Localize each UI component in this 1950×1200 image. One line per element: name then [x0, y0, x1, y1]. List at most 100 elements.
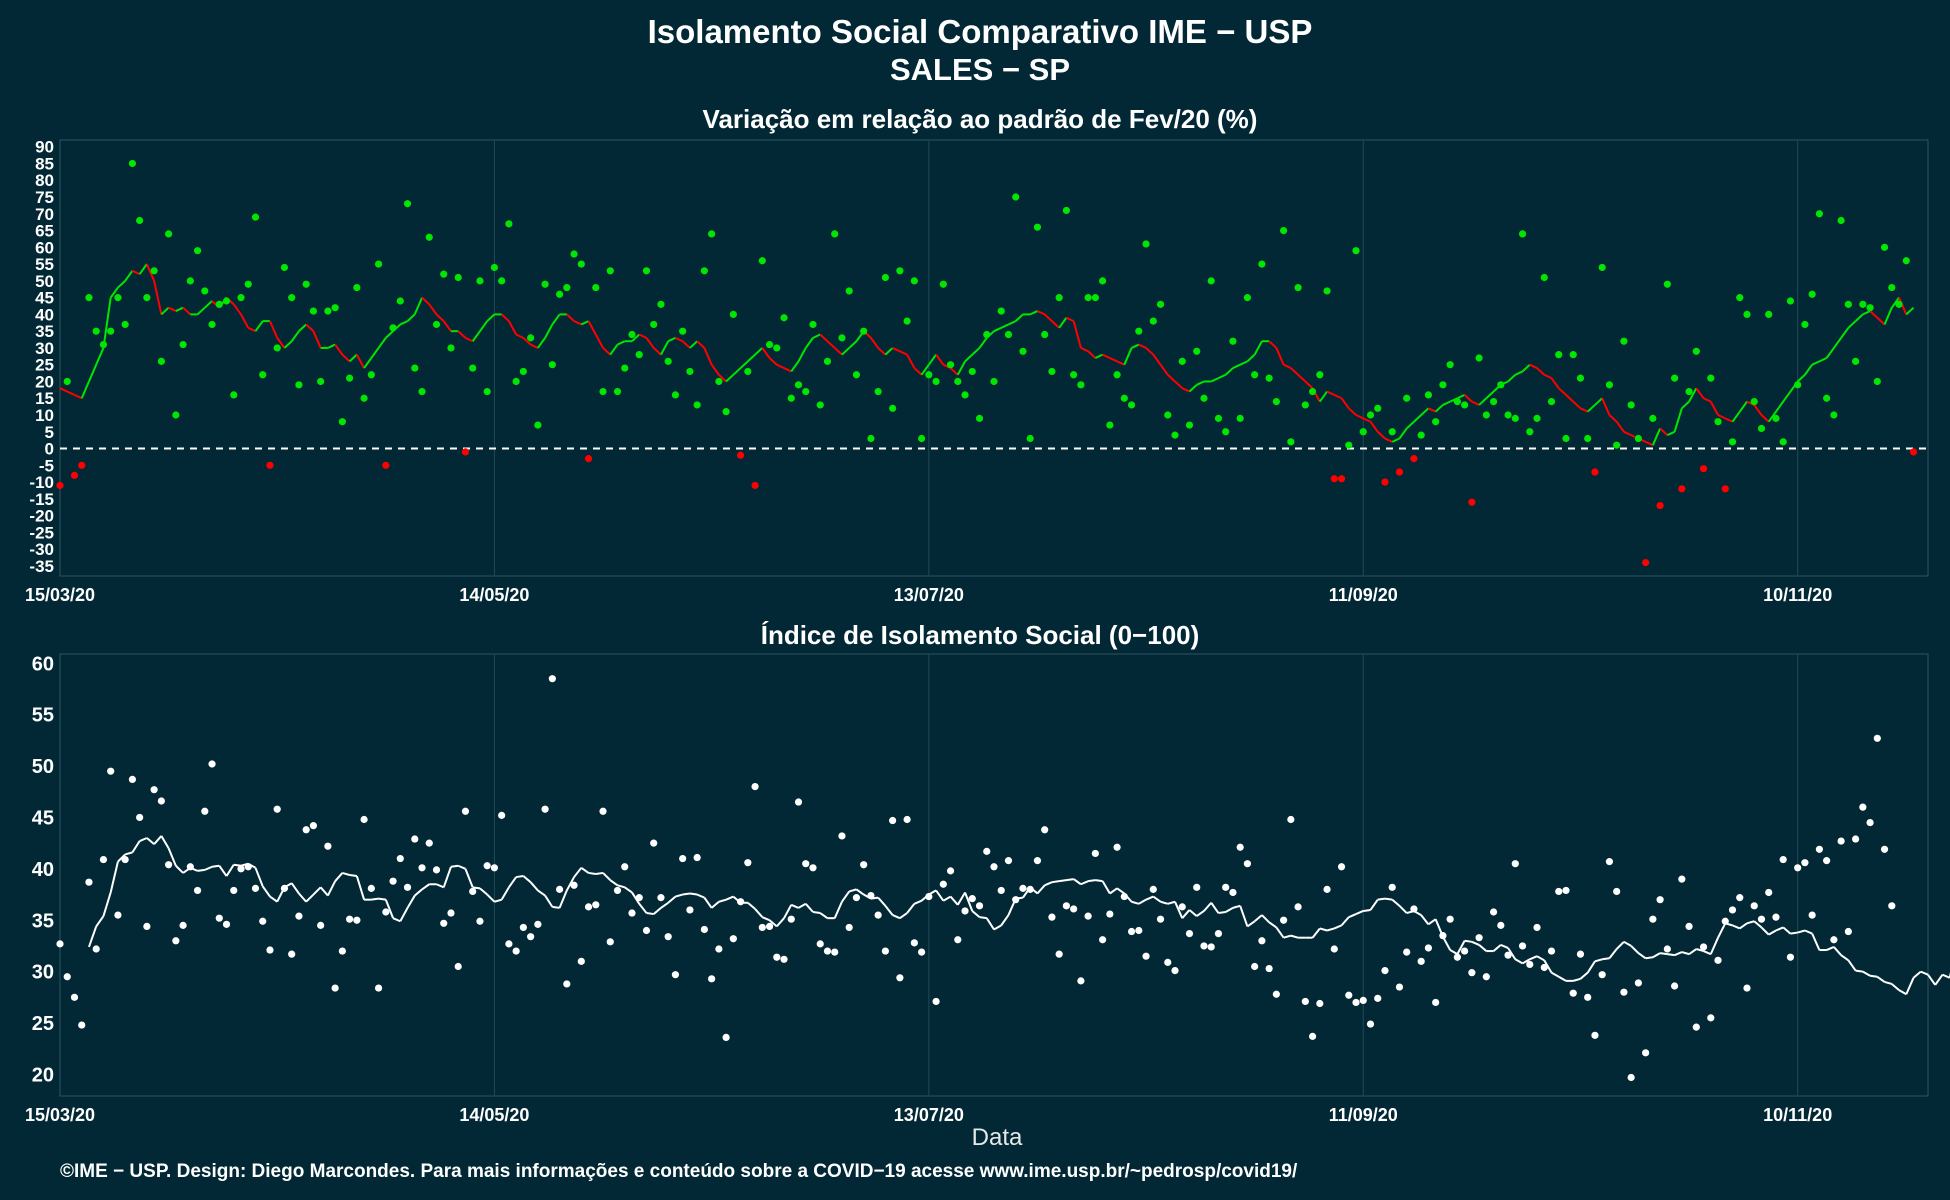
trend-line-segment [175, 865, 184, 874]
data-point [722, 1033, 730, 1042]
data-point [1084, 912, 1092, 920]
data-point [302, 826, 310, 834]
data-point [1547, 947, 1556, 955]
data-point [425, 839, 433, 847]
trend-line-segment [59, 387, 68, 393]
trend-line-segment [754, 347, 763, 356]
trend-line-segment [1673, 408, 1683, 433]
trend-line-segment [993, 924, 1002, 931]
data-point [628, 330, 636, 339]
y-tick-label: 5 [45, 423, 54, 442]
trend-line-segment [978, 337, 988, 349]
y-tick-label: -20 [29, 507, 54, 526]
trend-line-segment [587, 320, 597, 335]
trend-line-segment [1521, 363, 1531, 373]
trend-line-segment [413, 297, 423, 315]
x-tick-label: 13/07/20 [894, 585, 964, 605]
trend-line-segment [1478, 397, 1488, 406]
trend-line-segment [1434, 404, 1444, 413]
trend-line-segment [1811, 933, 1821, 951]
trend-line-segment [928, 354, 937, 366]
data-point [1808, 290, 1816, 298]
data-point [679, 854, 687, 863]
data-point [1055, 950, 1063, 958]
trend-line-segment [529, 881, 539, 892]
data-point [1019, 347, 1027, 355]
data-point [838, 334, 846, 342]
data-point [1424, 391, 1433, 399]
trend-line-segment [1623, 940, 1632, 947]
data-point [1222, 428, 1230, 436]
trend-line-segment [1087, 879, 1096, 883]
trend-line-segment [1738, 401, 1748, 413]
data-point [744, 367, 752, 376]
trend-line-segment [834, 347, 843, 356]
footer-credits: ©IME − USP. Design: Diego Marcondes. Par… [60, 1161, 1298, 1182]
trend-line-segment [1340, 916, 1350, 927]
trend-line-segment [1536, 955, 1545, 962]
data-point [490, 864, 499, 872]
data-point [193, 247, 202, 255]
trend-line-segment [1073, 878, 1082, 886]
data-point [592, 901, 600, 909]
data-point [700, 925, 708, 934]
data-point [1736, 294, 1744, 302]
data-point [1873, 734, 1881, 742]
data-point [128, 159, 137, 168]
data-point [860, 327, 868, 335]
trend-line-segment [1594, 397, 1603, 406]
data-point [1004, 330, 1013, 339]
data-point [346, 374, 354, 382]
data-point [172, 937, 180, 945]
trend-line-segment [479, 320, 488, 332]
y-tick-label: 30 [32, 962, 54, 984]
data-point [642, 267, 651, 275]
data-point [1757, 424, 1766, 433]
trend-line-segment [384, 899, 394, 919]
trend-line-segment [1138, 343, 1147, 349]
trend-line-segment [594, 334, 604, 349]
trend-line-segment [1514, 370, 1523, 376]
trend-line-segment [602, 872, 611, 881]
trend-line-segment [1652, 952, 1661, 959]
data-point [1533, 923, 1541, 932]
data-point [997, 886, 1005, 895]
trend-line-segment [1637, 952, 1647, 960]
trend-line-segment [544, 895, 554, 908]
data-point [1511, 414, 1519, 422]
trend-line-segment [1355, 414, 1364, 420]
data-point [1627, 401, 1635, 409]
trend-line-segment [1131, 343, 1140, 349]
trend-line-segment [334, 872, 344, 882]
data-point [1685, 387, 1693, 396]
trend-line-segment [1188, 909, 1198, 917]
data-point [1851, 357, 1860, 365]
trend-line-segment [298, 323, 307, 332]
data-point [1251, 371, 1259, 379]
data-point [1613, 887, 1621, 896]
trend-line-segment [1377, 431, 1386, 440]
data-point [787, 915, 795, 923]
data-point [222, 297, 231, 305]
trend-line-segment [580, 866, 590, 874]
data-point [563, 980, 571, 988]
trend-line-segment [1529, 363, 1538, 369]
trend-line-segment [1283, 934, 1292, 939]
data-point [1815, 210, 1823, 218]
trend-line-segment [1311, 927, 1321, 939]
trend-line-segment [305, 323, 315, 332]
x-tick-label: 11/09/20 [1329, 585, 1398, 605]
trend-line-segment [1232, 904, 1241, 909]
y-tick-label: 45 [32, 807, 54, 829]
data-point [418, 864, 426, 872]
trend-line-segment [160, 306, 170, 316]
trend-line-segment [160, 835, 170, 849]
trend-line-segment [580, 320, 589, 326]
data-point [809, 864, 817, 872]
data-point [664, 357, 672, 365]
trend-line-segment [689, 340, 698, 349]
trend-line-segment [761, 916, 770, 922]
trend-line-segment [1160, 900, 1169, 905]
trend-line-segment [617, 340, 626, 346]
trend-line-segment [1029, 310, 1038, 316]
